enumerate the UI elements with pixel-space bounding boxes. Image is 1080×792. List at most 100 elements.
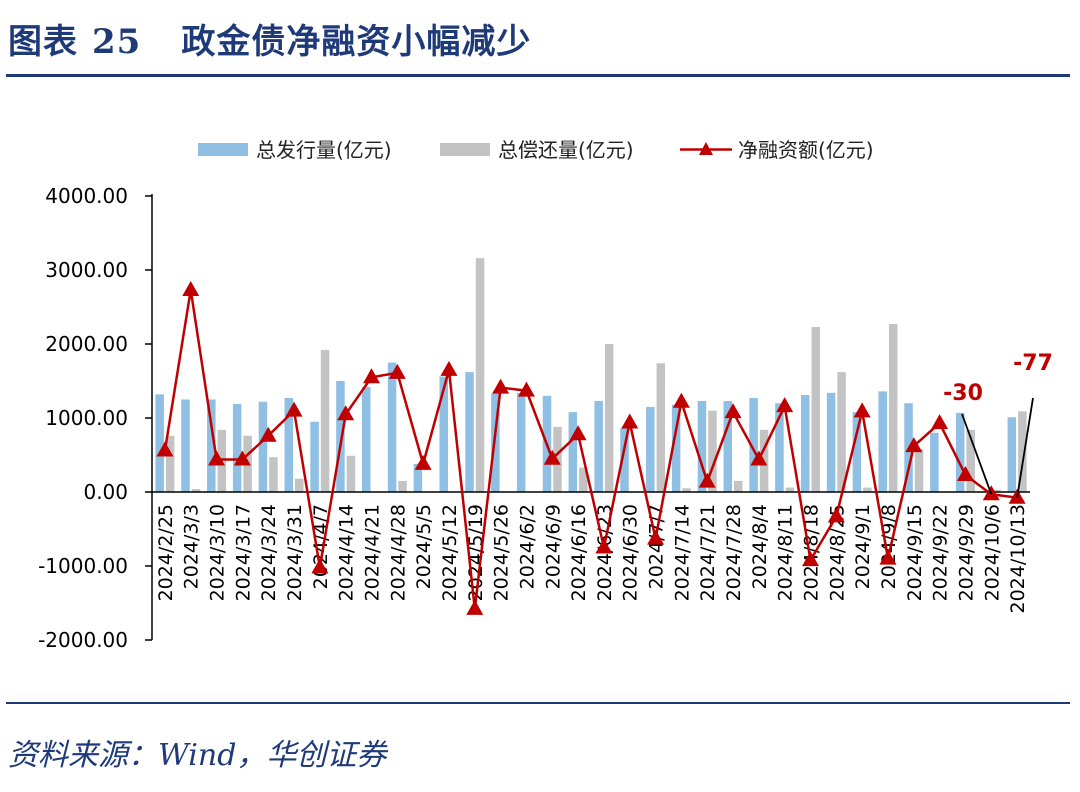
bar-repayment-17 [604,344,614,492]
x-tick-label-3: 2024/3/17 [232,504,254,601]
net-point-20 [672,392,690,408]
net-point-8 [363,368,380,384]
x-tick-label-1: 2024/3/3 [181,504,203,589]
x-tick-label-9: 2024/4/28 [387,504,409,601]
net-point-14 [517,381,535,397]
x-tick-label-33: 2024/10/13 [1007,504,1029,614]
x-tick-label-7: 2024/4/14 [336,504,358,601]
legend-item-0: 总发行量(亿元) [198,138,392,162]
legend: 总发行量(亿元) 总偿还量(亿元) 净融资额(亿元) [198,138,874,162]
x-tick-label-30: 2024/9/22 [930,504,952,601]
legend-swatch-1 [440,143,490,156]
bar-repayment-16 [579,467,588,492]
x-tick-label-21: 2024/7/21 [697,504,719,601]
x-tick-label-13: 2024/5/26 [491,504,513,601]
y-tick-label-4: 2000.00 [45,332,128,356]
x-tick-label-0: 2024/2/25 [155,504,177,601]
x-tick-label-32: 2024/10/6 [981,504,1003,601]
bar-issuance-17 [594,400,603,492]
net-line-path [163,288,1018,611]
bar-repayment-9 [398,480,407,492]
annotation-label-0: -30 [943,381,983,406]
bar-repayment-32 [992,489,1001,492]
bar-issuance-23 [749,398,758,492]
x-tick-label-10: 2024/5/5 [413,504,435,589]
y-tick-label-5: 3000.00 [45,258,128,282]
bar-issuance-11 [439,376,448,492]
net-point-31 [956,465,974,481]
net-point-15 [543,449,561,465]
legend-label-2: 净融资额(亿元) [738,138,874,162]
x-tick-label-31: 2024/9/29 [955,504,977,601]
legend-label-1: 总偿还量(亿元) [498,138,634,162]
bar-repayment-27 [863,487,872,492]
net-point-27 [853,402,871,418]
bar-issuance-28 [878,391,887,492]
bar-issuance-20 [671,404,681,492]
bar-issuance-6 [310,421,319,492]
bar-repayment-28 [888,324,898,492]
net-point-29 [905,437,923,453]
bar-issuance-31 [955,412,965,492]
bar-repayment-6 [320,349,330,492]
net-point-4 [259,426,277,442]
bar-issuance-33 [1007,417,1017,492]
x-axis: 2024/2/25 2024/3/3 2024/3/10 2024/3/17 2024/… [152,491,1030,614]
net-point-19 [647,529,665,545]
bar-issuance-24 [775,403,784,492]
net-point-0 [156,441,174,457]
bar-issuance-4 [258,401,268,492]
x-tick-label-14: 2024/6/2 [516,504,538,589]
figure-label: 图表 [8,22,78,62]
x-tick-label-27: 2024/9/1 [852,504,874,589]
x-tick-label-4: 2024/3/24 [258,504,280,601]
bar-repayment-25 [811,326,820,492]
bar-issuance-3 [232,403,242,492]
bar-issuance-30 [930,432,939,492]
net-point-30 [931,414,949,430]
bar-repayment-19 [656,363,666,492]
x-tick-label-19: 2024/7/7 [646,504,668,589]
footer-divider [6,702,1070,704]
net-point-26 [827,507,845,523]
bar-issuance-1 [181,399,190,492]
y-tick-label-6: 4000.00 [45,184,128,208]
x-tick-label-18: 2024/6/30 [620,504,642,601]
net-point-7 [337,405,355,421]
legend-swatch-0 [198,143,248,156]
bar-issuance-2 [207,399,216,492]
annotations: -30 -77 [943,351,1053,498]
annotation-label-1: -77 [1013,351,1053,376]
bar-issuance-10 [413,463,423,492]
bar-repayment-1 [191,489,201,492]
bar-repayment-0 [165,435,175,492]
net-point-22 [724,403,742,419]
bar-repayment-21 [708,410,717,492]
y-tick-label-0: -2000.00 [38,628,128,652]
annotation-leader-1 [1016,397,1034,498]
bar-issuance-19 [646,406,655,492]
x-tick-label-23: 2024/8/4 [749,504,771,589]
net-point-5 [285,401,303,417]
legend-label-0: 总发行量(亿元) [256,138,392,162]
bars [155,258,1027,492]
net-point-6 [311,558,329,574]
bar-issuance-9 [387,362,397,492]
net-point-9 [388,363,406,379]
net-point-24 [776,397,794,413]
bar-repayment-33 [1018,411,1027,492]
x-tick-label-26: 2024/8/25 [826,504,848,601]
bar-issuance-21 [697,400,707,492]
bar-repayment-31 [966,429,975,492]
bar-repayment-24 [785,487,795,492]
bar-issuance-8 [362,386,371,492]
y-axis: -2000.00 -1000.00 0.00 1000.00 2000.00 3000.0… [38,184,153,652]
bar-issuance-25 [801,395,810,492]
legend-marker [699,142,713,155]
bar-issuance-18 [620,428,629,492]
y-tick-label-1: -1000.00 [38,554,128,578]
net-point-13 [492,378,510,394]
bar-issuance-14 [516,392,526,492]
bar-issuance-16 [568,412,578,492]
figure-number: 25 [92,22,142,62]
